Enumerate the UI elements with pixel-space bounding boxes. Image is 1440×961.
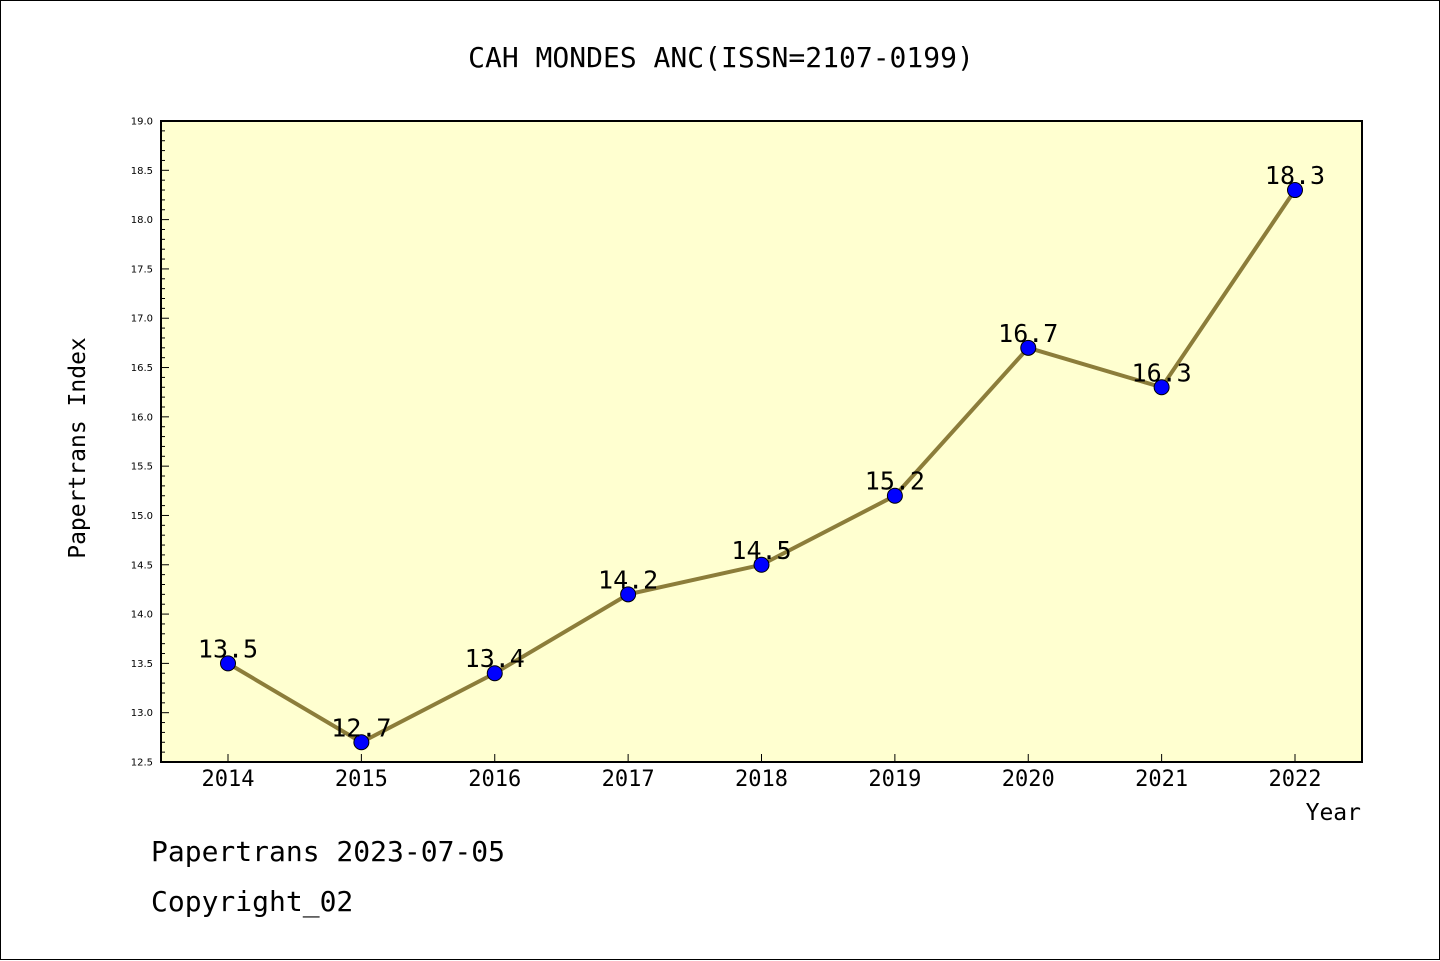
x-tick-label: 2022 [1269,767,1322,792]
data-label: 13.5 [198,634,258,663]
y-tick-label: 18.0 [131,215,153,226]
x-tick-label: 2020 [1002,767,1055,792]
y-tick-label: 15.0 [131,511,153,522]
x-tick-label: 2014 [202,767,255,792]
x-axis-label: Year [1306,800,1361,826]
y-tick-label: 18.5 [131,166,153,177]
data-point [1153,379,1170,396]
data-label: 14.5 [731,536,791,565]
y-axis-label: Papertrans Index [65,337,91,559]
y-tick-label: 14.0 [131,610,153,621]
data-point [886,487,903,504]
y-tick-label: 16.5 [131,363,153,374]
x-axis-ticks: 2014 2015 2016 2017 2018 2019 2020 2021 2022 [202,754,1322,792]
y-axis-ticks: 12.5 13.0 13.5 14.0 14.5 15.0 15.5 16.0 16.5 17.0… [131,117,169,769]
data-point [1020,339,1037,356]
chart-title: CAH MONDES ANC(ISSN=2107-0199) [468,41,974,74]
data-label: 16.3 [1132,358,1192,387]
data-label: 12.7 [331,713,391,742]
plot-area [160,120,1363,763]
y-tick-label: 17.0 [131,314,153,325]
x-tick-label: 2015 [335,767,388,792]
y-tick-label: 13.0 [131,708,153,719]
y-tick-label: 13.5 [131,659,153,670]
y-tick-label: 14.5 [131,560,153,571]
data-label: 18.3 [1265,161,1325,190]
data-point [620,586,637,603]
data-point [1287,182,1303,199]
data-label: 13.4 [465,644,525,673]
x-tick-label: 2018 [735,767,788,792]
data-label: 14.2 [598,565,658,594]
data-label: 16.7 [998,319,1058,348]
footer-date: Papertrans 2023-07-05 [151,835,506,868]
x-tick-label: 2016 [468,767,521,792]
y-tick-label: 12.5 [131,758,153,769]
data-point [353,734,370,751]
series-layer: 13.5 12.7 13.4 14.2 14.5 15.2 16.7 16.3 18.3 [198,161,1325,751]
data-point [220,655,236,672]
y-tick-label: 16.0 [131,412,153,423]
y-tick-label: 19.0 [131,117,153,128]
x-tick-label: 2017 [602,767,655,792]
data-label: 15.2 [865,467,925,496]
y-tick-label: 15.5 [131,462,153,473]
footer-copyright: Copyright_02 [151,885,354,918]
x-tick-label: 2019 [868,767,921,792]
y-tick-label: 17.5 [131,264,153,275]
x-tick-label: 2021 [1135,767,1188,792]
data-point [486,665,503,682]
data-point [753,556,770,573]
